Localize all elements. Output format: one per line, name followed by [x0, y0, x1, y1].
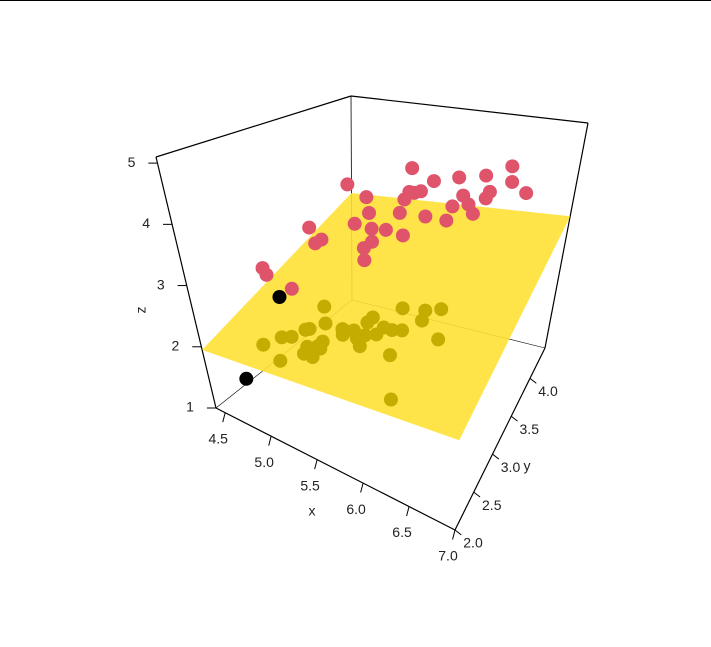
point: [378, 222, 393, 237]
point: [256, 337, 271, 352]
point: [347, 216, 362, 231]
point: [302, 220, 317, 235]
point: [313, 341, 328, 356]
y-tick-label: 4.0: [538, 383, 558, 399]
point: [418, 209, 433, 224]
x-tick: [268, 436, 272, 446]
z-tick-label: 1: [186, 399, 194, 415]
y-axis-label: y: [524, 458, 531, 474]
point: [359, 190, 374, 205]
z-tick-label: 2: [171, 337, 179, 353]
point: [392, 205, 407, 220]
point: [296, 346, 311, 361]
x-tick-label: 7.0: [438, 548, 458, 564]
box-edge: [544, 122, 589, 349]
point: [357, 328, 372, 343]
point: [482, 184, 497, 199]
point: [298, 322, 313, 337]
y-tick: [473, 491, 481, 498]
point: [418, 303, 433, 318]
y-tick: [492, 453, 500, 460]
point: [426, 174, 441, 189]
x-tick: [360, 482, 364, 493]
point: [445, 199, 460, 214]
point: [376, 320, 391, 335]
y-tick-label: 2.5: [482, 497, 502, 513]
point: [434, 302, 449, 317]
point: [273, 353, 288, 368]
point: [397, 192, 412, 207]
x-tick: [406, 506, 410, 517]
x-tick-label: 5.5: [300, 477, 320, 493]
point: [439, 213, 454, 228]
point: [284, 329, 299, 344]
point: [452, 170, 467, 185]
x-tick: [314, 459, 318, 470]
point: [413, 184, 428, 199]
z-tick-label: 3: [157, 276, 165, 292]
point: [519, 186, 534, 201]
point: [317, 299, 332, 314]
point: [395, 228, 410, 243]
x-axis-label: x: [309, 503, 316, 519]
x-tick: [452, 529, 456, 540]
point: [461, 197, 476, 212]
point: [284, 281, 299, 296]
point: [505, 159, 520, 174]
point: [274, 330, 289, 345]
point: [364, 234, 379, 249]
point: [383, 392, 398, 407]
x-tick-label: 6.5: [392, 524, 412, 540]
point: [340, 177, 355, 192]
point: [335, 322, 350, 337]
y-tick: [529, 377, 537, 384]
point: [255, 261, 270, 276]
point: [395, 301, 410, 316]
point: [272, 290, 287, 305]
box-edge: [155, 156, 217, 409]
point: [360, 315, 375, 330]
point: [505, 174, 520, 189]
z-axis-label: z: [133, 307, 149, 314]
z-tick-label: 5: [128, 154, 136, 170]
point: [308, 236, 323, 251]
y-tick-label: 3.0: [501, 459, 521, 475]
point: [352, 339, 367, 354]
point: [395, 323, 410, 338]
box-edge: [155, 95, 352, 158]
point: [239, 371, 254, 386]
point: [318, 316, 333, 331]
point: [431, 332, 446, 347]
x-tick-label: 5.0: [254, 454, 274, 470]
y-tick: [454, 529, 462, 536]
point: [405, 161, 420, 176]
point: [362, 206, 377, 221]
point: [357, 253, 372, 268]
point: [479, 168, 494, 183]
box-edge: [350, 95, 589, 124]
y-tick-label: 2.0: [463, 535, 483, 551]
box-edge: [215, 407, 456, 531]
point: [364, 221, 379, 236]
x-tick-label: 6.0: [346, 501, 366, 517]
regression-plane: [202, 193, 571, 441]
y-tick-label: 3.5: [520, 421, 540, 437]
point: [382, 348, 397, 363]
x-tick: [222, 412, 226, 423]
z-tick-label: 4: [142, 215, 150, 231]
x-tick-label: 4.5: [208, 430, 228, 446]
y-tick: [510, 415, 518, 422]
